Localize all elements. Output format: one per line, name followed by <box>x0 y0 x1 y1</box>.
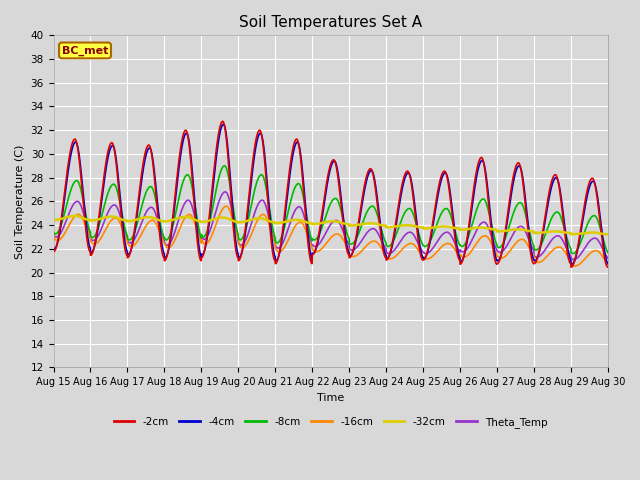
Text: BC_met: BC_met <box>62 45 108 56</box>
Legend: -2cm, -4cm, -8cm, -16cm, -32cm, Theta_Temp: -2cm, -4cm, -8cm, -16cm, -32cm, Theta_Te… <box>109 412 552 432</box>
Title: Soil Temperatures Set A: Soil Temperatures Set A <box>239 15 422 30</box>
X-axis label: Time: Time <box>317 393 344 403</box>
Y-axis label: Soil Temperature (C): Soil Temperature (C) <box>15 144 25 259</box>
